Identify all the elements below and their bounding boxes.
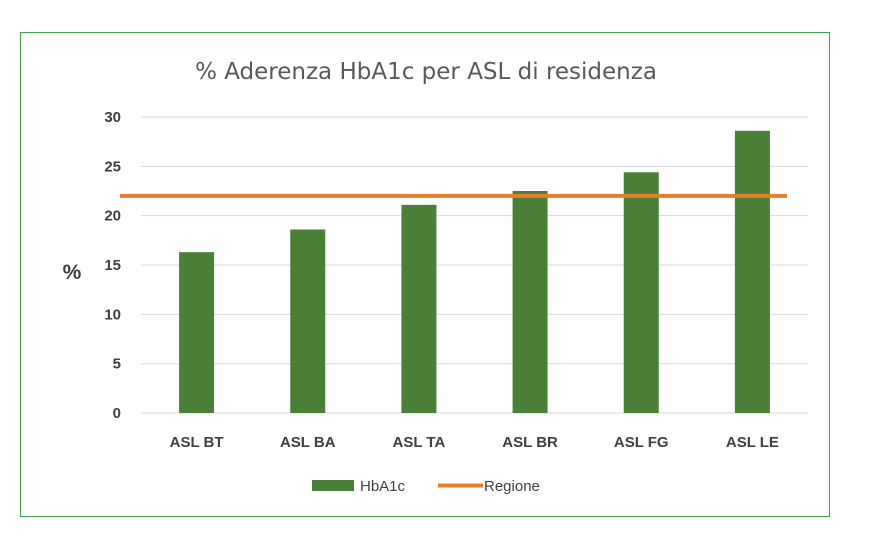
x-tick-label: ASL BT xyxy=(170,434,224,451)
y-tick-label: 20 xyxy=(104,208,121,225)
x-tick-label: ASL FG xyxy=(614,434,669,451)
x-tick-label: ASL TA xyxy=(393,434,446,451)
bar xyxy=(290,229,326,413)
bars xyxy=(179,130,770,413)
x-tick-label: ASL BA xyxy=(280,434,336,451)
y-axis-label: % xyxy=(63,261,82,284)
legend-swatch-hba1c xyxy=(312,480,354,491)
chart-title: % Aderenza HbA1c per ASL di residenza xyxy=(195,59,657,85)
x-tick-label: ASL BR xyxy=(502,434,558,451)
bar xyxy=(623,172,659,413)
y-tick-label: 10 xyxy=(104,306,121,323)
y-tick-label: 25 xyxy=(104,158,121,175)
y-tick-label: 5 xyxy=(113,356,121,373)
bar xyxy=(512,191,548,413)
x-tick-label: ASL LE xyxy=(726,434,779,451)
legend-label-regione: Regione xyxy=(484,478,540,495)
legend: HbA1c Regione xyxy=(312,478,540,495)
legend-label-hba1c: HbA1c xyxy=(360,478,406,495)
gridlines xyxy=(141,116,808,414)
y-tick-label: 0 xyxy=(113,405,121,422)
bar xyxy=(734,130,770,413)
bar xyxy=(179,252,215,413)
bar xyxy=(401,204,437,413)
x-axis-ticks: ASL BT ASL BA ASL TA ASL BR ASL FG ASL LE xyxy=(170,434,779,451)
y-tick-label: 15 xyxy=(104,257,121,274)
y-axis-ticks: 0 5 10 15 20 25 30 xyxy=(104,109,121,422)
y-tick-label: 30 xyxy=(104,109,121,126)
